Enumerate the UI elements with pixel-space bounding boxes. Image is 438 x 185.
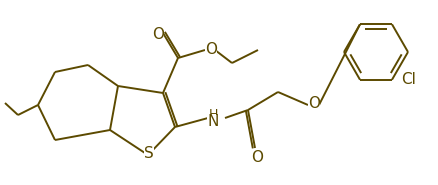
Text: H: H: [208, 107, 218, 120]
Text: O: O: [308, 95, 320, 110]
Text: N: N: [207, 115, 219, 130]
Text: O: O: [251, 149, 263, 164]
Text: S: S: [144, 147, 154, 162]
Text: O: O: [152, 26, 164, 41]
Text: O: O: [205, 41, 217, 56]
Text: Cl: Cl: [402, 72, 417, 87]
